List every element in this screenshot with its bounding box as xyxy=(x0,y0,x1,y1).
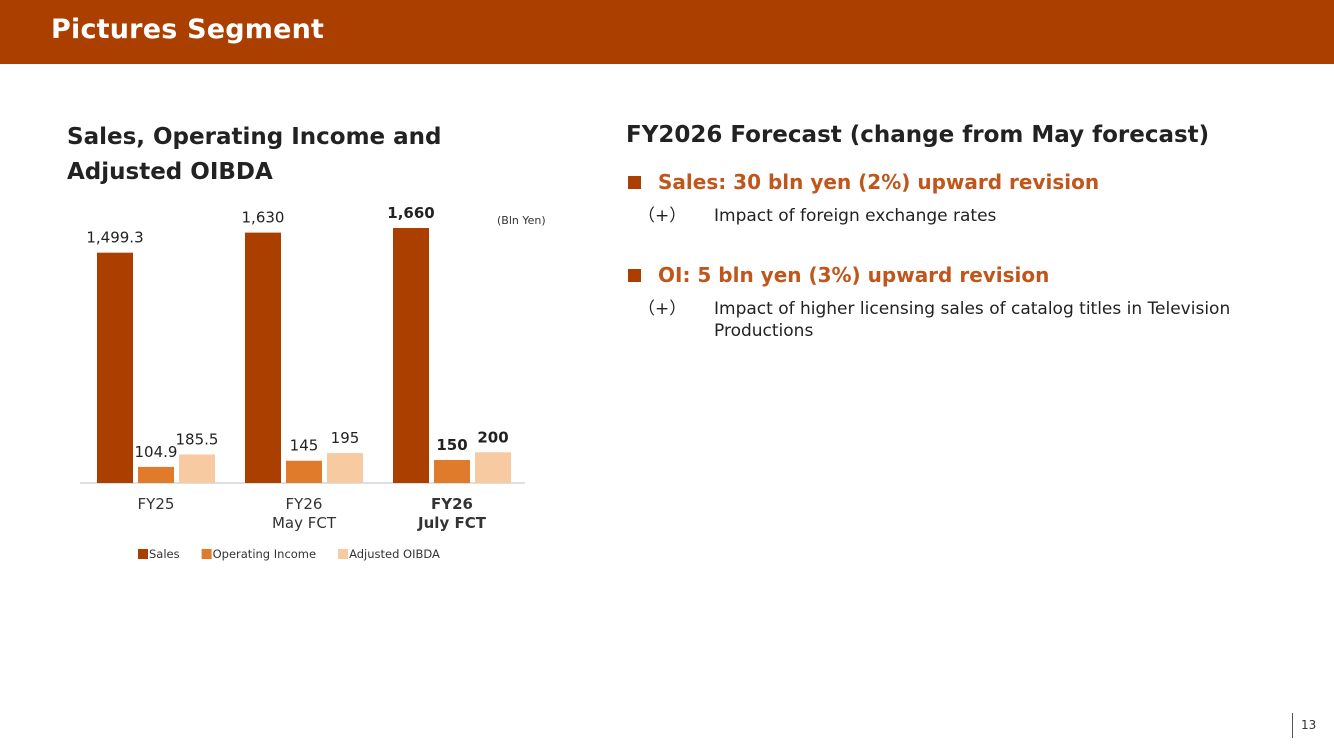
bar xyxy=(245,232,281,483)
forecast-detail: Impact of foreign exchange rates xyxy=(714,206,997,226)
forecast-detail: Impact of higher licensing sales of cata… xyxy=(714,299,1231,341)
category-label: FY25 xyxy=(138,495,175,513)
page-number-divider xyxy=(1292,713,1293,738)
legend-label: Operating Income xyxy=(213,547,316,561)
category-label: FY26 xyxy=(431,495,473,513)
category-label: May FCT xyxy=(272,514,337,532)
forecast-headline: OI: 5 bln yen (3%) upward revision xyxy=(658,263,1050,287)
data-label: 104.9 xyxy=(135,443,178,461)
data-label: 145 xyxy=(290,437,319,455)
data-label: 185.5 xyxy=(176,431,219,449)
bar xyxy=(434,459,470,483)
forecast-point-oi: OI: 5 bln yen (3%) upward revision （+） I… xyxy=(626,260,1246,342)
square-bullet-icon xyxy=(628,268,641,282)
bar xyxy=(327,453,363,483)
legend-label: Adjusted OIBDA xyxy=(349,547,440,561)
chart-unit-label: (Bln Yen) xyxy=(497,214,546,227)
forecast-heading: FY2026 Forecast (change from May forecas… xyxy=(626,122,1210,148)
chart-title: Sales, Operating Income and Adjusted OIB… xyxy=(67,124,442,185)
data-label: 1,499.3 xyxy=(86,229,143,247)
legend-swatch xyxy=(138,549,148,559)
positive-impact-mark: （+） xyxy=(638,299,687,319)
legend-swatch xyxy=(201,549,212,559)
bar xyxy=(286,460,322,483)
forecast-point-sales: Sales: 30 bln yen (2%) upward revision （… xyxy=(626,167,1246,227)
legend-swatch xyxy=(338,549,349,559)
data-label: 1,630 xyxy=(242,209,285,227)
bar xyxy=(475,452,511,483)
bar xyxy=(97,252,133,483)
bar xyxy=(393,228,429,483)
positive-impact-mark: （+） xyxy=(638,206,687,226)
header-bar: Pictures Segment xyxy=(0,0,1334,64)
data-label: 200 xyxy=(477,428,508,446)
bar xyxy=(179,454,215,483)
category-label: FY26 xyxy=(286,495,323,513)
category-label: July FCT xyxy=(417,514,487,532)
square-bullet-icon xyxy=(628,175,641,189)
legend-label: Sales xyxy=(149,547,180,561)
forecast-headline: Sales: 30 bln yen (2%) upward revision xyxy=(658,170,1100,194)
page-title: Pictures Segment xyxy=(51,14,325,45)
data-label: 195 xyxy=(331,429,360,447)
page-number: 13 xyxy=(1301,718,1317,732)
data-label: 150 xyxy=(436,436,467,454)
bar xyxy=(138,466,174,483)
data-label: 1,660 xyxy=(387,204,434,222)
